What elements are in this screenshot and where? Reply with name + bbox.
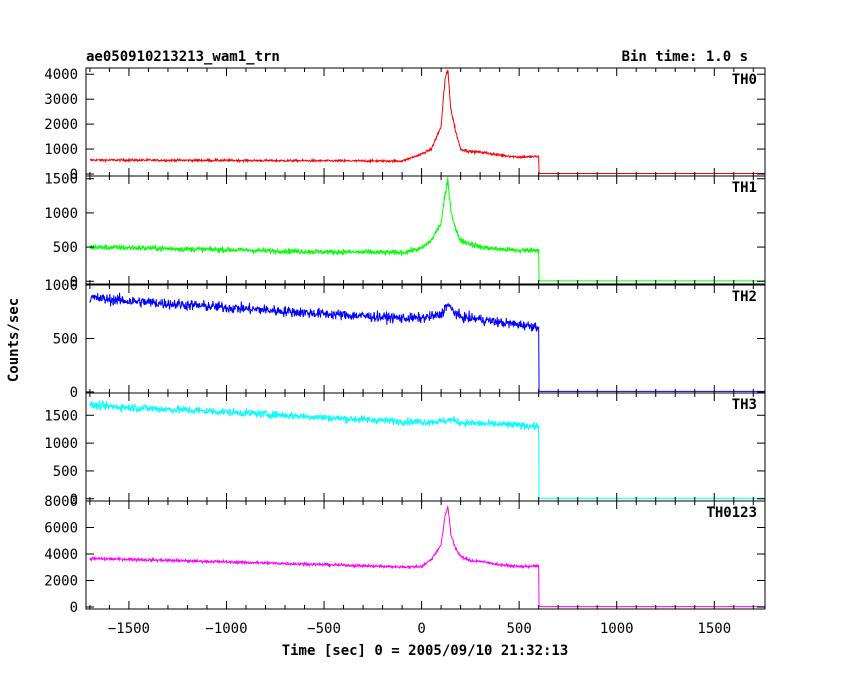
x-tick-label: 500 (507, 621, 532, 637)
series-line-th2 (89, 292, 765, 392)
y-tick-label: 1000 (44, 278, 78, 294)
x-tick-label: 1000 (600, 621, 634, 637)
series-line-th0 (89, 69, 765, 175)
x-tick-label: −1500 (108, 621, 150, 637)
panel-frame (85, 500, 766, 610)
x-tick-label: 1500 (697, 621, 731, 637)
y-tick-label: 500 (53, 464, 78, 480)
panel-label: TH0123 (706, 505, 757, 521)
panel-th2: TH2 0 500 1000 (44, 278, 766, 401)
y-tick-label: 2000 (44, 117, 78, 133)
y-tick-label: 3000 (44, 92, 78, 108)
panel-label: TH2 (732, 289, 757, 305)
panel-th3: TH3 0 500 1000 1500 (44, 392, 766, 508)
y-tick-label: 0 (70, 385, 78, 401)
y-tick-label: 500 (53, 331, 78, 347)
y-axis-label: Counts/sec (6, 298, 22, 382)
y-tick-label: 1500 (44, 172, 78, 188)
y-tick-label: 4000 (44, 547, 78, 563)
y-tick-label: 6000 (44, 521, 78, 537)
panel-label: TH0 (732, 72, 757, 88)
y-tick-label: 4000 (44, 67, 78, 83)
panel-th0: TH0 0 1000 2000 3000 4000 (44, 67, 766, 183)
x-tick-label: 0 (417, 621, 425, 637)
y-tick-label: 0 (70, 167, 78, 183)
y-tick-label: 8000 (44, 494, 78, 510)
chart-title: ae050910213213_wam1_trn (86, 49, 280, 65)
panel-th1: TH1 0 500 1000 1500 (44, 172, 766, 290)
y-tick-label: 1000 (44, 206, 78, 222)
y-tick-label: 1000 (44, 436, 78, 452)
series-line-th3 (89, 400, 765, 499)
series-line-th1 (89, 176, 765, 282)
panel-label: TH3 (732, 397, 757, 413)
x-tick-label: −1000 (205, 621, 247, 637)
y-tick-label: 0 (70, 274, 78, 290)
y-tick-label: 1500 (44, 408, 78, 424)
x-tick-label: −500 (307, 621, 341, 637)
y-tick-label: 0 (70, 600, 78, 616)
bin-time-label: Bin time: 1.0 s (622, 49, 748, 65)
x-axis-label: Time [sec] 0 = 2005/09/10 21:32:13 (282, 643, 569, 659)
y-tick-label: 1000 (44, 142, 78, 158)
y-tick-label: 0 (70, 492, 78, 508)
series-line-th0123 (89, 504, 765, 608)
y-tick-label: 2000 (44, 574, 78, 590)
panel-frame (85, 175, 766, 285)
panel-th0123: TH0123 0 2000 4000 6000 8000 −1500 −1000 −500 0 50… (44, 494, 766, 637)
y-tick-label: 500 (53, 240, 78, 256)
panel-label: TH1 (732, 180, 757, 196)
chart-panels: TH001000200030004000TH1050010001500TH205… (44, 67, 766, 637)
